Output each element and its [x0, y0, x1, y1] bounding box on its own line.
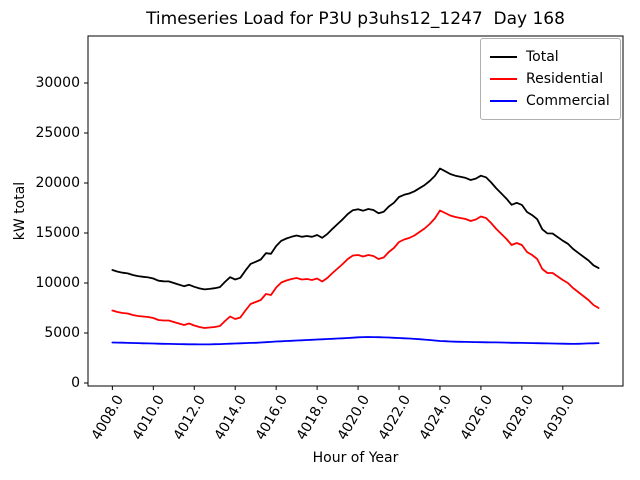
series-line-commercial: [111, 336, 600, 346]
legend-item-total: Total: [490, 46, 611, 68]
legend: Total Residential Commercial: [480, 38, 621, 120]
legend-label-residential: Residential: [526, 71, 604, 87]
legend-item-commercial: Commercial: [490, 90, 611, 112]
y-tick-label: 20000: [35, 175, 80, 191]
y-tick-label: 10000: [35, 275, 80, 291]
y-tick-label: 15000: [35, 225, 80, 241]
y-tick-label: 5000: [44, 325, 80, 341]
series-line-residential: [111, 209, 600, 329]
y-tick-label: 30000: [35, 75, 80, 91]
legend-item-residential: Residential: [490, 68, 611, 90]
legend-line-residential: [490, 78, 517, 80]
y-tick-label: 25000: [35, 125, 80, 141]
y-tick-label: 0: [71, 375, 80, 391]
series-line-total: [111, 167, 600, 291]
legend-line-total: [490, 56, 517, 58]
legend-label-commercial: Commercial: [526, 93, 610, 109]
plot-frame: [87, 35, 624, 387]
legend-label-total: Total: [526, 49, 559, 65]
x-axis-label: Hour of Year: [312, 450, 399, 466]
chart-title: Timeseries Load for P3U p3uhs12_1247 Day…: [146, 9, 565, 29]
legend-line-commercial: [490, 100, 517, 102]
